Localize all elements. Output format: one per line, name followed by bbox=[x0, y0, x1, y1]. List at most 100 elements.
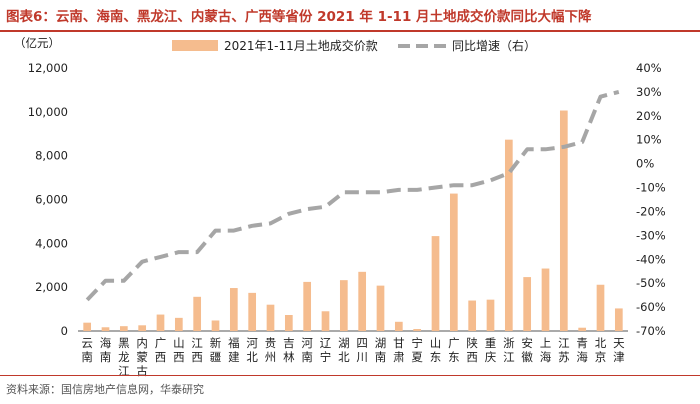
category-label: 北 bbox=[595, 336, 607, 350]
category-label: 湖 bbox=[338, 336, 350, 350]
category-label: 广 bbox=[448, 336, 460, 350]
y-right-tick-label: 20% bbox=[636, 109, 662, 123]
legend: 2021年1-11月土地成交价款 同比增速（右） bbox=[172, 38, 536, 53]
y-right-tick-label: 30% bbox=[636, 85, 662, 99]
bars bbox=[83, 110, 623, 331]
category-label: 浙 bbox=[503, 336, 515, 350]
category-label: 南 bbox=[81, 350, 93, 364]
y-right-axis: -70% -60% -50% -40% -30% -20% -10% 0% 10% 20% 30% 4… bbox=[636, 61, 666, 338]
growth-line-path bbox=[85, 89, 620, 302]
category-label: 古 bbox=[136, 364, 148, 378]
category-label: 东 bbox=[448, 350, 460, 364]
source-note: 资料来源：国信房地产信息网，华泰研究 bbox=[6, 383, 204, 396]
category-label: 新 bbox=[210, 336, 222, 350]
bar bbox=[193, 296, 202, 331]
bar bbox=[303, 281, 312, 331]
category-label: 江 bbox=[191, 336, 203, 350]
category-label: 广 bbox=[155, 336, 167, 350]
category-label: 上 bbox=[540, 336, 552, 350]
y-right-tick-label: 0% bbox=[636, 157, 654, 171]
category-label: 疆 bbox=[210, 350, 222, 364]
bar bbox=[101, 327, 110, 331]
bar bbox=[119, 326, 128, 331]
category-label: 林 bbox=[283, 350, 295, 364]
legend-bar-label: 2021年1-11月土地成交价款 bbox=[224, 38, 378, 53]
category-label: 南 bbox=[100, 350, 112, 364]
bar bbox=[211, 320, 220, 331]
bar bbox=[578, 327, 587, 331]
category-label: 辽 bbox=[320, 336, 332, 350]
bar bbox=[559, 110, 568, 331]
category-label: 贵 bbox=[265, 336, 277, 350]
category-label: 蒙 bbox=[136, 350, 148, 364]
y-left-tick-label: 8,000 bbox=[35, 149, 68, 163]
category-label: 云 bbox=[81, 336, 93, 350]
y-right-tick-label: -30% bbox=[636, 228, 666, 242]
category-label: 宁 bbox=[411, 336, 423, 350]
y-left-tick-label: 6,000 bbox=[35, 193, 68, 207]
chart-title: 图表6：云南、海南、黑龙江、内蒙古、广西等省份 2021 年 1-11 月土地成… bbox=[6, 9, 592, 25]
y-right-tick-label: -50% bbox=[636, 276, 666, 290]
category-label: 北 bbox=[338, 350, 350, 364]
y-left-axis: 0 2,000 4,000 6,000 8,000 10,000 12,000 bbox=[28, 61, 68, 338]
category-label: 山 bbox=[430, 336, 442, 350]
category-label: 京 bbox=[595, 350, 607, 364]
category-label: 西 bbox=[173, 350, 185, 364]
category-label: 陕 bbox=[466, 336, 478, 350]
category-label: 建 bbox=[228, 350, 240, 364]
bar bbox=[413, 329, 422, 331]
bar bbox=[596, 284, 605, 331]
y-right-tick-label: -40% bbox=[636, 252, 666, 266]
category-label: 江 bbox=[118, 364, 130, 378]
bar bbox=[339, 280, 348, 331]
bar bbox=[138, 325, 147, 331]
category-label: 西 bbox=[191, 350, 203, 364]
title-bar: 图表6：云南、海南、黑龙江、内蒙古、广西等省份 2021 年 1-11 月土地成… bbox=[0, 0, 700, 32]
y-right-tick-label: -20% bbox=[636, 204, 666, 218]
y-left-unit: （亿元） bbox=[14, 36, 60, 50]
y-right-tick-label: -70% bbox=[636, 324, 666, 338]
category-label: 川 bbox=[356, 350, 368, 364]
category-label: 夏 bbox=[411, 350, 423, 364]
category-label: 湖 bbox=[375, 336, 387, 350]
category-label: 青 bbox=[576, 336, 588, 350]
legend-bar-swatch bbox=[172, 40, 218, 51]
y-right-tick-label: 10% bbox=[636, 133, 662, 147]
y-left-tick-label: 0 bbox=[61, 324, 68, 338]
y-left-tick-label: 12,000 bbox=[28, 61, 68, 75]
category-label: 海 bbox=[576, 350, 588, 364]
category-label: 北 bbox=[246, 350, 258, 364]
bar bbox=[266, 304, 275, 331]
category-label: 重 bbox=[485, 336, 497, 350]
category-label: 东 bbox=[430, 350, 442, 364]
category-label: 安 bbox=[521, 336, 533, 350]
bar bbox=[486, 299, 495, 331]
category-label: 山 bbox=[173, 336, 185, 350]
bar bbox=[284, 315, 293, 331]
bar bbox=[229, 288, 238, 331]
category-label: 南 bbox=[375, 350, 387, 364]
category-label: 甘 bbox=[393, 336, 405, 350]
category-label: 黑 bbox=[118, 336, 130, 350]
bar bbox=[504, 139, 513, 331]
bar bbox=[83, 322, 92, 331]
x-axis-categories: 云南海南黑龙江内蒙古广西山西江西新疆福建河北贵州吉林河南辽宁湖北四川湖南甘肃宁夏… bbox=[81, 336, 625, 378]
category-label: 州 bbox=[265, 350, 277, 364]
bar bbox=[248, 292, 257, 331]
y-right-tick-label: 40% bbox=[636, 61, 662, 75]
category-label: 江 bbox=[503, 350, 515, 364]
bar bbox=[541, 268, 550, 331]
legend-line-label: 同比增速（右） bbox=[452, 38, 536, 53]
bar bbox=[468, 300, 477, 331]
category-label: 西 bbox=[155, 350, 167, 364]
category-label: 宁 bbox=[320, 350, 332, 364]
category-label: 内 bbox=[136, 336, 148, 350]
bar bbox=[614, 308, 623, 331]
bar bbox=[358, 271, 367, 331]
category-label: 龙 bbox=[118, 350, 130, 364]
category-label: 肃 bbox=[393, 350, 405, 364]
category-label: 海 bbox=[100, 336, 112, 350]
y-left-tick-label: 4,000 bbox=[35, 236, 68, 250]
category-label: 西 bbox=[466, 350, 478, 364]
